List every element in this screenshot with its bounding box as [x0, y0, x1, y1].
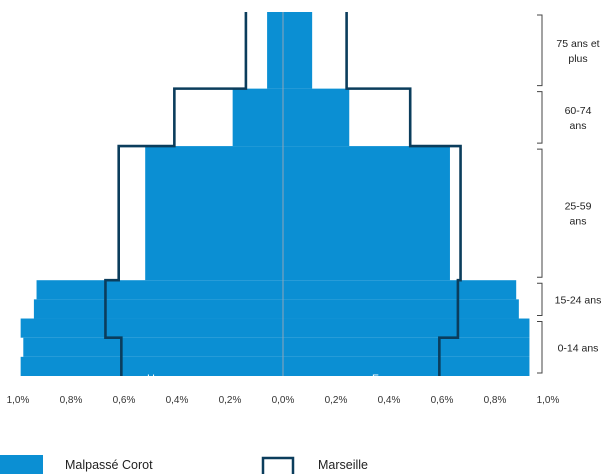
age-group-brackets: 0-14 ans 15-24 ans 25-59 ans 60-74 ans 75 ans … [537, 14, 602, 374]
x-tick-label: 0,4% [166, 395, 189, 406]
age-bracket-1 [537, 282, 543, 317]
legend-swatch-marseille [261, 456, 295, 474]
age-group-label: 15-24 ans [555, 294, 602, 306]
legend-label-malpasse-corot: Malpassé Corot [65, 458, 153, 472]
age-bracket-2 [537, 148, 543, 278]
malpasse-corot-bars [20, 12, 530, 376]
x-tick-label: 0,8% [60, 395, 83, 406]
x-tick-label: 0,8% [484, 395, 507, 406]
legend-swatch-malpasse-corot [0, 455, 43, 474]
age-group-label: 0-14 ans [558, 342, 599, 354]
bar-hommes-10 [20, 318, 284, 338]
bar-hommes-20 [36, 280, 283, 300]
bar-hommes-75 [267, 12, 283, 89]
x-axis-ticks: 1,0% 0,8% 0,6% 0,4% 0,2% 0,0% 0,2% 0,4% 0,6% 0,8%… [7, 395, 560, 406]
legend-label-marseille: Marseille [318, 458, 368, 472]
x-tick-label: 1,0% [7, 395, 30, 406]
x-tick-label: 0,6% [113, 395, 136, 406]
marseille-line-hommes [104, 12, 248, 376]
bar-femmes-60 [283, 88, 350, 147]
bar-hommes-60 [232, 88, 283, 147]
hommes-label: Hommes [147, 373, 192, 385]
age-group-label: 25-59 [565, 201, 592, 213]
x-tick-label: 0,6% [431, 395, 454, 406]
x-tick-label: 1,0% [537, 395, 560, 406]
bar-hommes-0 [20, 356, 284, 376]
bar-hommes-25 [145, 146, 283, 281]
bar-femmes-15 [283, 299, 519, 319]
bar-femmes-0 [283, 356, 530, 376]
femmes-label: Femmes [372, 373, 415, 385]
age-group-label: 75 ans et [556, 38, 599, 50]
age-bracket-4 [537, 14, 543, 87]
age-group-label: ans [570, 216, 587, 228]
age-group-label: plus [568, 53, 587, 65]
bar-femmes-10 [283, 318, 530, 338]
bar-femmes-5 [283, 337, 530, 357]
age-group-label: ans [570, 120, 587, 132]
age-group-label: 60-74 [565, 105, 592, 117]
bar-femmes-75 [283, 12, 313, 89]
marseille-outline [104, 12, 462, 376]
x-tick-label: 0,2% [219, 395, 242, 406]
bar-femmes-20 [283, 280, 517, 300]
bar-hommes-5 [23, 337, 284, 357]
bar-femmes-25 [283, 146, 450, 281]
x-tick-label: 0,4% [378, 395, 401, 406]
age-bracket-0 [537, 321, 543, 374]
age-bracket-3 [537, 91, 543, 144]
legend: Malpassé Corot Marseille [0, 455, 368, 474]
bar-hommes-15 [33, 299, 284, 319]
x-tick-label: 0,2% [325, 395, 348, 406]
x-tick-label: 0,0% [272, 395, 295, 406]
marseille-line-femmes [345, 12, 462, 376]
